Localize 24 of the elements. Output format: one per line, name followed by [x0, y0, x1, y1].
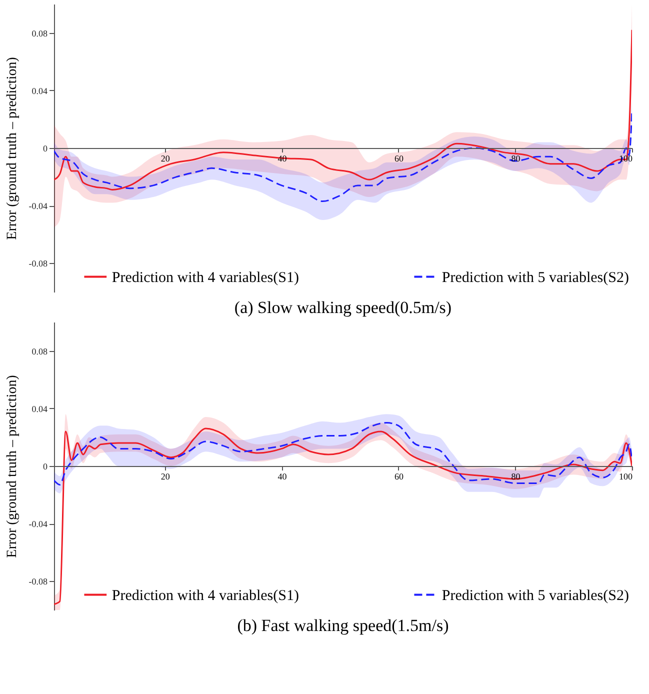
y-axis-title: Error (ground truth – prediction) — [4, 56, 20, 240]
y-tick-label: 0.08 — [32, 346, 48, 356]
legend-label: Prediction with 5 variables(S2) — [442, 588, 629, 604]
y-tick-label: -0.04 — [28, 519, 48, 530]
y-axis-title: Error (ground truth – prediction) — [4, 374, 20, 558]
y-tick-label: 0.08 — [32, 28, 48, 38]
x-tick-label: 40 — [278, 472, 288, 482]
y-tick-label: -0.08 — [28, 576, 48, 587]
legend-label: Prediction with 5 variables(S2) — [442, 270, 629, 286]
legend-label: Prediction with 4 variables(S1) — [112, 588, 299, 604]
x-tick-label: 60 — [394, 472, 404, 482]
text: (a) Slow walking speed(0.5m/s) — [234, 298, 452, 317]
text: (b) Fast walking speed(1.5m/s) — [237, 616, 449, 635]
x-tick-label: 60 — [394, 154, 404, 164]
y-tick-label: -0.08 — [28, 258, 48, 269]
y-tick-label: -0.04 — [28, 201, 48, 212]
y-tick-label: 0 — [43, 144, 48, 154]
y-tick-label: 0.04 — [32, 86, 48, 96]
x-tick-label: 100 — [619, 472, 633, 482]
y-tick-label: 0.04 — [32, 404, 48, 414]
x-tick-label: 20 — [160, 472, 170, 482]
legend-label: Prediction with 4 variables(S1) — [112, 270, 299, 286]
x-tick-label: 20 — [160, 154, 170, 164]
y-tick-label: 0 — [43, 462, 48, 472]
